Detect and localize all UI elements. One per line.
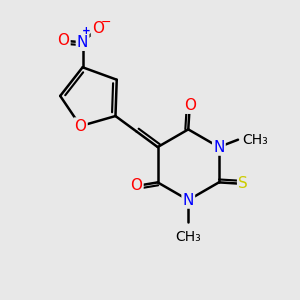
Text: N: N [183,193,194,208]
Text: S: S [238,176,248,191]
Text: O: O [58,33,70,48]
Text: −: − [101,16,111,29]
Text: CH₃: CH₃ [176,230,201,244]
Text: +: + [82,26,91,36]
Text: N: N [213,140,225,154]
Text: O: O [130,178,142,194]
Text: N: N [77,35,88,50]
Text: CH₃: CH₃ [242,133,268,147]
Text: O: O [184,98,196,113]
Text: O: O [92,21,104,36]
Text: O: O [74,118,86,134]
